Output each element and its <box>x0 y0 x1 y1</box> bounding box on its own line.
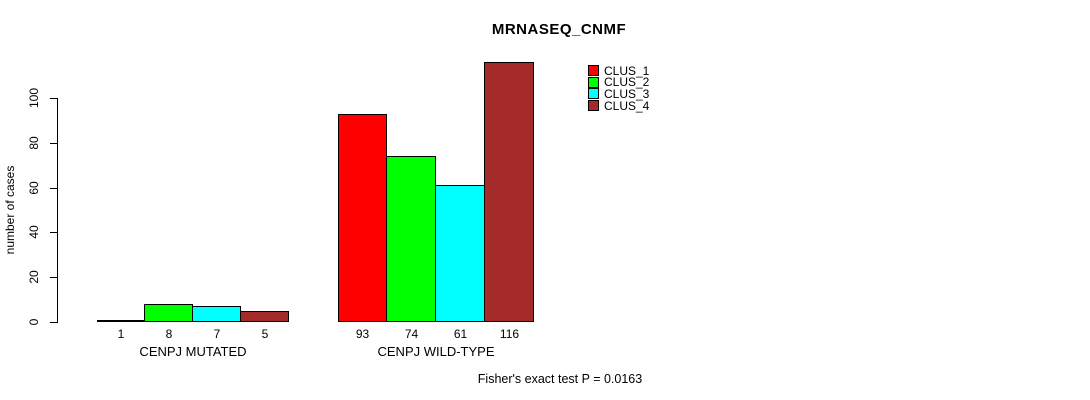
chart-title: MRNASEQ_CNMF <box>491 21 627 38</box>
bar-value-label: 116 <box>499 327 520 341</box>
legend-label: CLUS_3 <box>604 86 650 101</box>
legend-swatch-clus_4 <box>588 100 599 112</box>
legend-item: CLUS_3 <box>588 88 649 100</box>
bar-clus_1 <box>338 113 387 322</box>
y-tick-label: 100 <box>27 87 41 109</box>
legend-label: CLUS_4 <box>604 98 650 113</box>
y-tick <box>50 187 57 189</box>
bar-value-label: 61 <box>453 327 468 341</box>
legend-swatch-clus_2 <box>588 76 599 88</box>
legend-item: CLUS_4 <box>588 100 649 112</box>
bar-value-label: 8 <box>165 327 173 341</box>
bar-clus_3 <box>435 185 485 322</box>
bar-value-label: 5 <box>261 327 269 341</box>
y-tick-label: 80 <box>27 136 41 150</box>
y-tick <box>50 277 57 279</box>
legend-label: CLUS_2 <box>604 75 650 90</box>
y-tick-label: 0 <box>27 318 41 326</box>
bar-clus_2 <box>144 304 193 322</box>
bar-value-label: 74 <box>404 327 419 341</box>
group-label: CENPJ WILD-TYPE <box>377 344 495 359</box>
y-tick-label: 60 <box>27 180 41 195</box>
y-axis-label: number of cases <box>3 165 17 255</box>
bar-clus_1 <box>97 319 145 322</box>
legend-item: CLUS_2 <box>588 76 649 88</box>
legend-swatch-clus_3 <box>588 88 599 100</box>
legend-label: CLUS_1 <box>604 63 650 78</box>
y-tick <box>50 98 57 99</box>
y-tick-label: 40 <box>27 225 41 240</box>
bar-clus_2 <box>386 156 436 322</box>
y-tick-label: 20 <box>27 270 41 284</box>
y-tick <box>50 322 57 323</box>
y-tick <box>50 142 57 144</box>
legend-swatch-clus_1 <box>588 65 599 76</box>
bar-value-label: 93 <box>355 327 370 341</box>
bar-clus_4 <box>240 310 289 322</box>
bar-value-label: 7 <box>213 327 221 341</box>
group-label: CENPJ MUTATED <box>139 344 247 359</box>
bar-clus_4 <box>484 62 534 322</box>
bar-clus_3 <box>192 306 241 322</box>
y-axis-line <box>57 98 58 323</box>
legend-item: CLUS_1 <box>588 65 649 77</box>
stat-caption: Fisher's exact test P = 0.0163 <box>477 372 643 386</box>
y-tick <box>50 232 57 234</box>
bar-value-label: 1 <box>117 327 125 341</box>
